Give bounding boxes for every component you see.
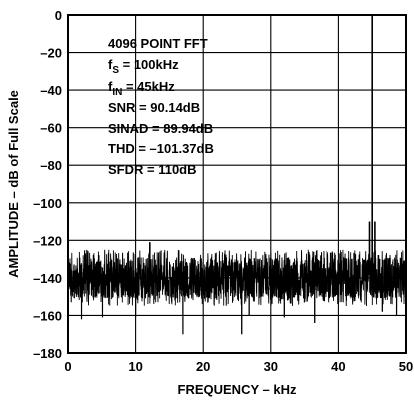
annotation-fs: fS = 100kHz [108,57,179,76]
annotation-fin-value: = 45kHz [122,79,175,94]
annotation-thd: THD = –101.37dB [108,141,214,156]
annotation-box: 4096 POINT FFT fS = 100kHz fIN = 45kHz S… [108,36,214,177]
x-tick-label: 10 [128,359,142,374]
y-tick-label: –120 [33,233,62,248]
y-axis-label: AMPLITUDE – dB of Full Scale [6,90,21,278]
annotation-fs-sub: S [112,65,119,76]
x-tick-labels: 0 10 20 30 40 50 [64,359,413,374]
x-tick-label: 30 [264,359,278,374]
y-tick-label: –40 [40,83,62,98]
annotation-fin-sub: IN [112,87,122,98]
annotation-fs-symbol: f [108,57,113,72]
annotation-points: 4096 POINT FFT [108,36,208,51]
x-tick-label: 20 [196,359,210,374]
x-tick-label: 50 [399,359,413,374]
x-tick-label: 40 [331,359,345,374]
annotation-fin-symbol: f [108,79,113,94]
x-axis-label: FREQUENCY – kHz [178,382,297,397]
y-tick-labels: 0 –20 –40 –60 –80 –100 –120 –140 –160 –180 [33,8,62,361]
y-tick-label: –80 [40,158,62,173]
annotation-snr: SNR = 90.14dB [108,100,200,115]
annotation-sfdr: SFDR = 110dB [108,162,197,177]
y-tick-label: 0 [55,8,62,23]
y-tick-label: –140 [33,271,62,286]
annotation-sinad: SINAD = 89.94dB [108,121,213,136]
x-tick-label: 0 [64,359,71,374]
annotation-fin: fIN = 45kHz [108,79,175,98]
y-tick-label: –60 [40,121,62,136]
y-tick-label: –20 [40,46,62,61]
y-tick-label: –180 [33,346,62,361]
y-tick-label: –100 [33,196,62,211]
annotation-fs-value: = 100kHz [119,57,179,72]
plot-frame [67,14,407,354]
y-tick-label: –160 [33,308,62,323]
fft-trace-line [67,14,407,335]
